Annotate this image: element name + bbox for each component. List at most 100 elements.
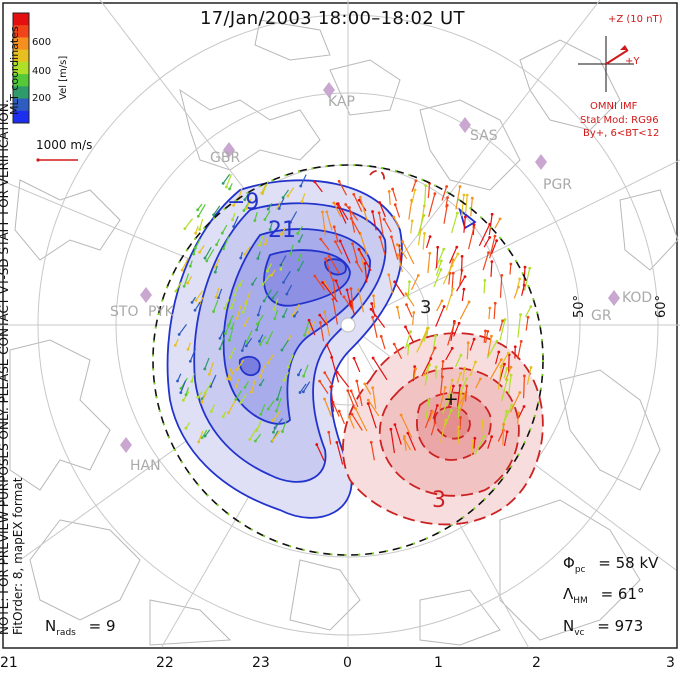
velocity-vector-origin (330, 355, 334, 359)
velocity-vector-origin (332, 201, 336, 205)
velocity-vector (457, 407, 460, 419)
velocity-vector (405, 293, 415, 307)
velocity-vector-origin (196, 214, 200, 218)
velocity-vector-origin (457, 321, 461, 325)
velocity-vector-origin (369, 440, 373, 444)
velocity-vector-origin (190, 380, 194, 383)
velocity-vector-origin (263, 242, 267, 246)
velocity-vector (370, 442, 375, 461)
nvc-symbol: N (563, 617, 575, 635)
velocity-vector-origin (184, 393, 188, 397)
velocity-vector-origin (190, 300, 194, 304)
velocity-vector (457, 426, 460, 444)
velocity-vector-origin (243, 323, 246, 327)
velocity-vector-origin (228, 355, 232, 359)
velocity-vector-origin (451, 287, 455, 291)
velocity-vector (229, 368, 235, 380)
velocity-vector-origin (297, 373, 300, 377)
velocity-vector (432, 405, 438, 420)
velocity-vector-origin (509, 365, 513, 369)
velocity-vector (245, 198, 252, 209)
velocity-vector-origin (458, 384, 462, 387)
velocity-vector (499, 319, 506, 341)
velocity-vector-origin (240, 349, 244, 352)
velocity-vector (469, 361, 477, 377)
vector-count: Nvc = 973 (563, 617, 643, 638)
phi-value: = 58 kV (598, 554, 659, 572)
velocity-vector (390, 429, 396, 454)
velocity-vector-origin (428, 251, 432, 255)
velocity-vector (225, 174, 232, 188)
velocity-vector-origin (493, 234, 497, 238)
velocity-vector (189, 348, 197, 362)
velocity-vector-origin (331, 297, 335, 301)
velocity-vector (442, 265, 453, 285)
velocity-vector (297, 260, 305, 271)
velocity-vector-origin (302, 374, 306, 378)
velocity-vector (497, 430, 504, 442)
velocity-vector (323, 398, 333, 417)
velocity-vector-origin (243, 252, 247, 256)
velocity-vector (245, 291, 251, 304)
velocity-vector (518, 406, 525, 419)
mlt-label-1: 1 (434, 655, 443, 671)
velocity-vector-origin (440, 299, 444, 303)
velocity-vector-origin (258, 383, 262, 387)
velocity-vector-origin (459, 353, 463, 357)
velocity-vector-origin (271, 419, 275, 422)
velocity-vector-origin (390, 235, 393, 239)
velocity-vector (473, 438, 476, 449)
velocity-vector (256, 314, 264, 325)
velocity-vector-origin (482, 435, 486, 439)
nrads-value: = 9 (88, 617, 116, 635)
velocity-vector (463, 216, 466, 233)
velocity-vector (331, 357, 340, 383)
lambda-sub: HM (573, 596, 588, 606)
velocity-vector-origin (451, 384, 455, 388)
velocity-vector-origin (255, 328, 259, 332)
velocity-vector (289, 244, 294, 255)
velocity-vector-origin (351, 242, 354, 246)
velocity-vector (243, 201, 250, 211)
velocity-vector-origin (363, 262, 367, 265)
velocity-vector (282, 189, 290, 198)
velocity-vector (303, 321, 310, 336)
velocity-vector (180, 380, 187, 393)
velocity-vector-origin (455, 211, 459, 215)
velocity-vector (456, 373, 462, 384)
velocity-vector-origin (346, 389, 350, 393)
velocity-vector-origin (203, 434, 207, 438)
velocity-vector (321, 211, 327, 237)
velocity-vector-origin (371, 210, 374, 213)
velocity-vector-origin (296, 232, 300, 235)
velocity-vector-origin (357, 198, 361, 202)
velocity-vector (459, 301, 470, 320)
phi-symbol: Φ (563, 554, 575, 572)
velocity-vector-origin (186, 281, 190, 285)
velocity-vector (175, 282, 182, 292)
velocity-vector-origin (434, 365, 438, 369)
velocity-vector-origin (329, 385, 333, 389)
velocity-vector (427, 183, 431, 199)
velocity-vector (347, 390, 356, 410)
velocity-vector-origin (523, 265, 527, 269)
velocity-vector-origin (371, 356, 375, 360)
velocity-vector (213, 205, 221, 216)
velocity-vector (355, 408, 368, 432)
velocity-vector (503, 431, 508, 447)
cross-polar-potential: Φpc = 58 kV (563, 554, 658, 575)
velocity-vector (320, 238, 330, 251)
velocity-vector (245, 337, 253, 347)
velocity-vector (242, 301, 248, 313)
velocity-vector-origin (443, 385, 447, 389)
velocity-vector (184, 218, 193, 229)
velocity-vector-origin (323, 310, 327, 314)
velocity-vector-origin (483, 278, 487, 282)
velocity-vector (338, 181, 348, 196)
velocity-vector-origin (523, 374, 526, 378)
velocity-vector-origin (412, 311, 416, 314)
mlt-label-21: 21 (0, 655, 18, 671)
velocity-vector-origin (369, 307, 373, 311)
velocity-vector-origin (231, 218, 234, 222)
velocity-vector (258, 234, 265, 246)
